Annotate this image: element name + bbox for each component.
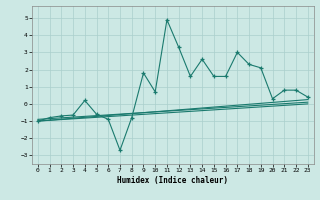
X-axis label: Humidex (Indice chaleur): Humidex (Indice chaleur) xyxy=(117,176,228,185)
